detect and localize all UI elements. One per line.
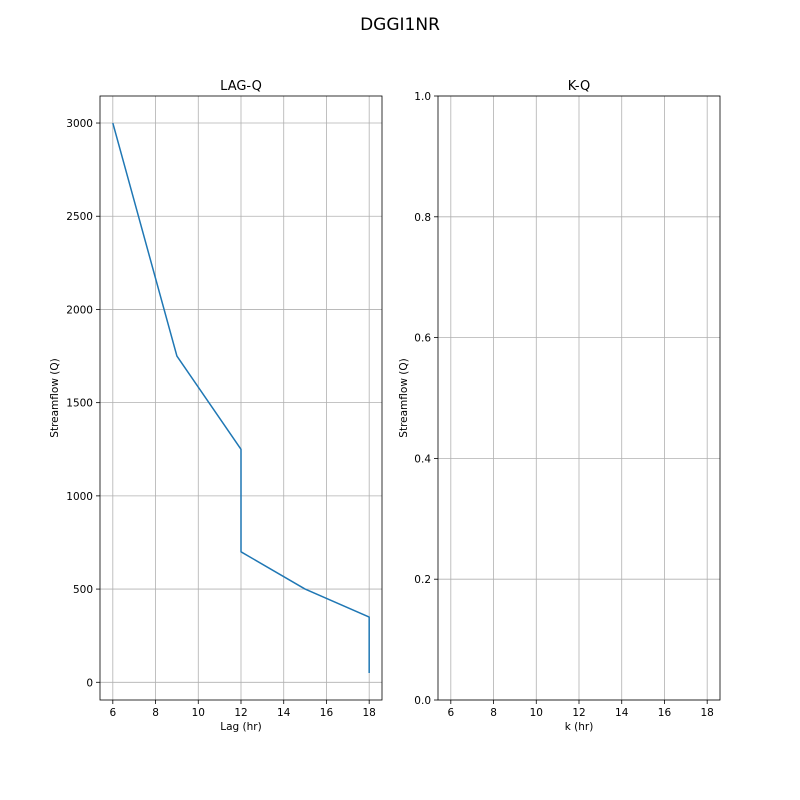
lag-q-axes: LAG-Q Lag (hr) Streamflow (Q) 6 8 10 12 14 16… xyxy=(49,79,383,733)
lag-q-ytick-label: 0 xyxy=(86,677,93,689)
lag-q-ticks: 6 8 10 12 14 16 18 0 500 1000 1500 2000 2500 3000 xyxy=(66,118,376,719)
k-q-ytick-label: 0.8 xyxy=(414,212,431,224)
lag-q-xtick-label: 16 xyxy=(320,707,334,719)
lag-q-frame xyxy=(99,95,383,701)
lag-q-xtick-label: 10 xyxy=(192,707,205,719)
k-q-ylabel: Streamflow (Q) xyxy=(398,358,410,437)
lag-q-series-line xyxy=(112,122,370,673)
lag-q-xtick-label: 8 xyxy=(152,707,159,719)
k-q-ticks: 6 8 10 12 14 16 18 0.0 0.2 0.4 0.6 0.8 1.0 xyxy=(414,91,714,719)
k-q-xtick-label: 8 xyxy=(490,707,497,719)
k-q-grid xyxy=(438,95,720,701)
k-q-xtick-label: 12 xyxy=(572,707,585,719)
lag-q-ytick-label: 2500 xyxy=(66,211,93,223)
lag-q-ylabel: Streamflow (Q) xyxy=(49,358,61,437)
figure-title: DGGI1NR xyxy=(360,15,440,35)
k-q-xtick-label: 6 xyxy=(447,707,454,719)
lag-q-ytick-label: 1000 xyxy=(66,491,93,503)
k-q-xtick-label: 16 xyxy=(658,707,672,719)
lag-q-xtick-label: 14 xyxy=(277,707,291,719)
k-q-ytick-label: 0.0 xyxy=(414,695,431,707)
k-q-axes: K-Q k (hr) Streamflow (Q) 6 8 10 12 14 16 18 0.… xyxy=(398,79,721,733)
k-q-ytick-label: 0.2 xyxy=(414,574,431,586)
lag-q-ytick-label: 500 xyxy=(73,584,93,596)
k-q-xtick-label: 14 xyxy=(615,707,629,719)
lag-q-data xyxy=(112,122,370,673)
lag-q-xtick-label: 6 xyxy=(109,707,116,719)
k-q-ytick-label: 1.0 xyxy=(414,91,431,103)
k-q-xtick-label: 18 xyxy=(700,707,713,719)
lag-q-grid xyxy=(100,96,382,700)
k-q-ytick-label: 0.6 xyxy=(414,333,431,345)
k-q-frame xyxy=(437,95,721,701)
k-q-xtick-label: 10 xyxy=(530,707,543,719)
lag-q-title: LAG-Q xyxy=(220,79,262,94)
lag-q-xlabel: Lag (hr) xyxy=(220,721,261,733)
k-q-xlabel: k (hr) xyxy=(565,721,594,733)
lag-q-ytick-label: 3000 xyxy=(66,118,93,130)
k-q-ytick-label: 0.4 xyxy=(414,453,431,465)
lag-q-xtick-label: 12 xyxy=(234,707,247,719)
k-q-title: K-Q xyxy=(568,79,591,94)
lag-q-ytick-label: 1500 xyxy=(66,398,93,410)
lag-q-xtick-label: 18 xyxy=(362,707,375,719)
lag-q-ytick-label: 2000 xyxy=(66,304,93,316)
